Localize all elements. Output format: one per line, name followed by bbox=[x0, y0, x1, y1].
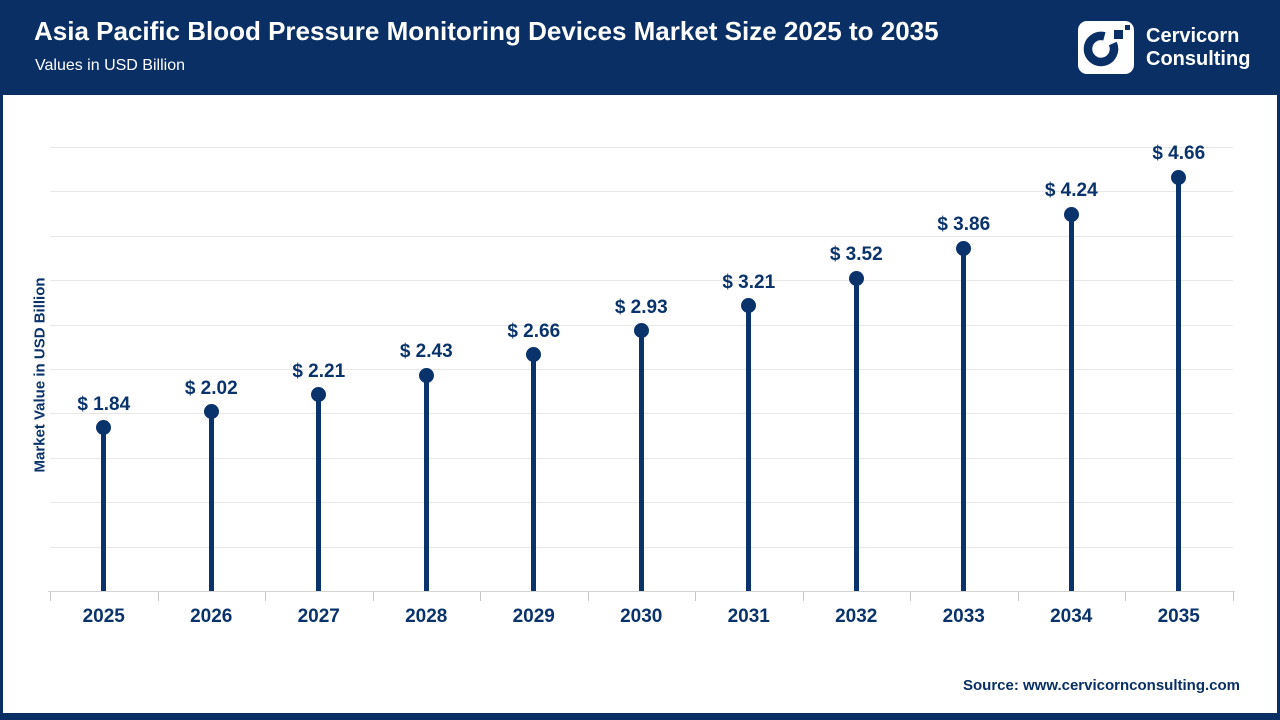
x-axis-tick bbox=[372, 592, 374, 601]
data-point-2027[interactable] bbox=[311, 387, 327, 403]
lollipop-stem-2030 bbox=[638, 330, 644, 591]
lollipop-stem-2034 bbox=[1068, 214, 1074, 591]
data-point-2033[interactable] bbox=[956, 240, 972, 256]
value-label-2031: $ 3.21 bbox=[722, 271, 776, 293]
y-gridline bbox=[50, 191, 1233, 193]
x-tick-label-2025: 2025 bbox=[82, 606, 125, 627]
data-point-2035[interactable] bbox=[1171, 169, 1187, 185]
x-tick-label-2031: 2031 bbox=[727, 606, 770, 627]
x-axis-tick bbox=[50, 592, 51, 601]
cervicorn-logo-icon bbox=[1078, 21, 1134, 74]
source-link[interactable]: Source: www.cervicornconsulting.com bbox=[962, 677, 1240, 694]
x-tick-label-2034: 2034 bbox=[1050, 606, 1093, 627]
lollipop-stem-2026 bbox=[208, 411, 214, 591]
value-label-2030: $ 2.93 bbox=[614, 296, 668, 318]
value-label-2029: $ 2.66 bbox=[507, 320, 561, 342]
lollipop-stem-2027 bbox=[316, 394, 322, 591]
chart-subtitle: Values in USD Billion bbox=[35, 57, 185, 74]
brand-name: Cervicorn Consulting bbox=[1146, 25, 1250, 71]
x-axis-tick bbox=[695, 592, 696, 601]
y-gridline bbox=[50, 147, 1233, 148]
value-label-2027: $ 2.21 bbox=[292, 360, 346, 382]
x-axis-tick bbox=[910, 592, 911, 601]
x-tick-label-2026: 2026 bbox=[190, 606, 233, 627]
y-axis-title: Market Value in USD Billion bbox=[31, 277, 49, 473]
data-point-2026[interactable] bbox=[203, 404, 219, 420]
x-tick-label-2029: 2029 bbox=[512, 606, 555, 627]
data-point-2034[interactable] bbox=[1063, 206, 1079, 222]
data-point-2031[interactable] bbox=[741, 298, 757, 314]
lollipop-stem-2025 bbox=[101, 427, 107, 591]
x-tick-label-2035: 2035 bbox=[1157, 606, 1200, 627]
data-point-2032[interactable] bbox=[848, 270, 864, 286]
value-label-2025: $ 1.84 bbox=[77, 393, 131, 415]
value-label-2032: $ 3.52 bbox=[829, 244, 883, 266]
x-tick-label-2030: 2030 bbox=[620, 606, 663, 627]
cervicorn-c-glyph bbox=[1083, 25, 1130, 67]
brand-line-1: Cervicorn bbox=[1146, 25, 1240, 47]
value-label-2033: $ 3.86 bbox=[937, 214, 991, 236]
y-gridline bbox=[50, 235, 1233, 237]
value-label-2028: $ 2.43 bbox=[399, 341, 453, 363]
x-axis-tick bbox=[587, 592, 589, 601]
value-label-2026: $ 2.02 bbox=[184, 377, 238, 399]
brand-line-2: Consulting bbox=[1146, 48, 1251, 70]
lollipop-stem-2031 bbox=[746, 305, 752, 591]
x-tick-label-2033: 2033 bbox=[942, 606, 985, 627]
data-point-2025[interactable] bbox=[96, 420, 112, 436]
x-axis-line bbox=[48, 591, 1235, 592]
x-axis-tick bbox=[480, 592, 481, 601]
x-axis-tick bbox=[157, 592, 159, 601]
x-tick-label-2028: 2028 bbox=[405, 606, 448, 627]
value-label-2034: $ 4.24 bbox=[1044, 180, 1098, 202]
data-point-2028[interactable] bbox=[418, 367, 434, 383]
y-gridline bbox=[50, 280, 1233, 282]
x-axis-tick bbox=[1125, 592, 1126, 601]
data-point-2030[interactable] bbox=[633, 323, 649, 339]
lollipop-stem-2029 bbox=[531, 354, 537, 591]
x-axis-tick bbox=[1017, 592, 1019, 601]
lollipop-stem-2028 bbox=[423, 375, 429, 591]
lollipop-stem-2033 bbox=[961, 248, 967, 591]
lollipop-stem-2035 bbox=[1176, 177, 1182, 591]
x-axis-tick bbox=[265, 592, 266, 601]
x-tick-label-2027: 2027 bbox=[297, 606, 340, 627]
chart-title: Asia Pacific Blood Pressure Monitoring D… bbox=[34, 16, 939, 46]
x-tick-label-2032: 2032 bbox=[835, 606, 878, 627]
header-banner: Asia Pacific Blood Pressure Monitoring D… bbox=[0, 0, 1280, 95]
lollipop-stem-2032 bbox=[853, 278, 859, 591]
data-point-2029[interactable] bbox=[526, 347, 542, 363]
x-axis-tick bbox=[1232, 592, 1234, 601]
value-label-2035: $ 4.66 bbox=[1152, 143, 1206, 165]
x-axis-tick bbox=[802, 592, 804, 601]
